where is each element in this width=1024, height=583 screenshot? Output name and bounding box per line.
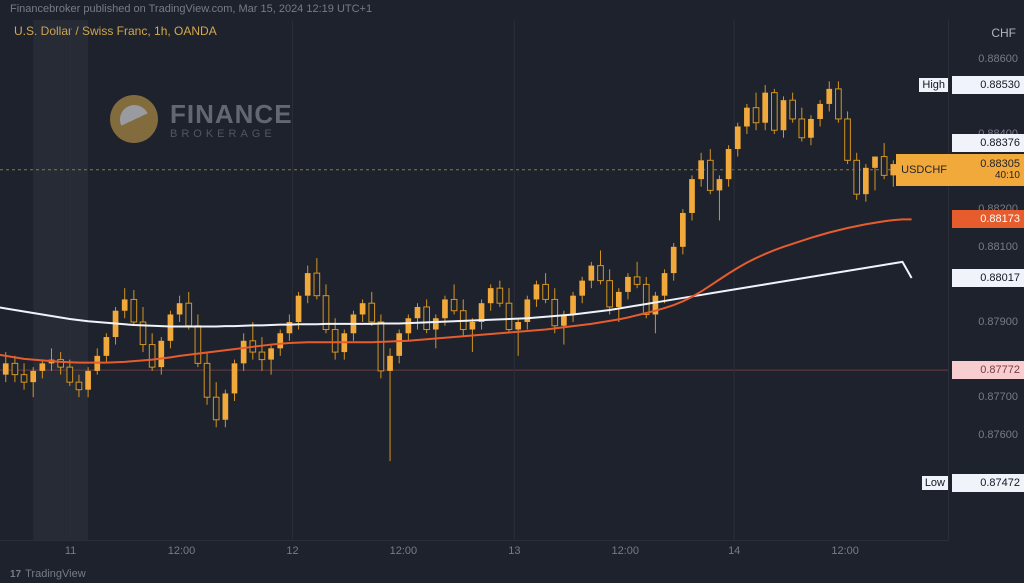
chart-plot[interactable]: [0, 20, 948, 540]
y-tick: 0.87600: [978, 429, 1018, 441]
price-tag: 0.87772: [952, 361, 1024, 379]
tradingview-footer: 17 TradingView: [10, 568, 86, 580]
x-tick: 11: [65, 545, 76, 557]
x-tick: 14: [728, 545, 740, 557]
x-tick: 12:00: [168, 545, 196, 557]
price-tag: USDCHF0.8830540:10: [952, 154, 1024, 186]
price-tag: High0.88530: [952, 76, 1024, 94]
price-tag: 0.88017: [952, 269, 1024, 287]
y-axis-header: CHF: [991, 26, 1016, 40]
price-tag: 0.88173: [952, 210, 1024, 228]
publish-info: Financebroker published on TradingView.c…: [0, 0, 1024, 20]
x-tick: 12:00: [390, 545, 418, 557]
y-tick: 0.88600: [978, 53, 1018, 65]
x-axis[interactable]: 11 12:00 12 12:00 13 12:00 14 12:00: [0, 540, 948, 560]
y-tick: 0.87900: [978, 316, 1018, 328]
y-axis[interactable]: CHF 0.886000.884000.882000.881000.879000…: [948, 20, 1024, 540]
y-tick: 0.87700: [978, 391, 1018, 403]
price-tag: Low0.87472: [952, 474, 1024, 492]
tradingview-label: TradingView: [25, 568, 86, 580]
tradingview-icon: 17: [10, 569, 21, 580]
x-tick: 12: [286, 545, 298, 557]
x-tick: 12:00: [612, 545, 640, 557]
price-tag: 0.88376: [952, 134, 1024, 152]
y-tick: 0.88100: [978, 241, 1018, 253]
x-tick: 12:00: [831, 545, 859, 557]
x-tick: 13: [508, 545, 520, 557]
